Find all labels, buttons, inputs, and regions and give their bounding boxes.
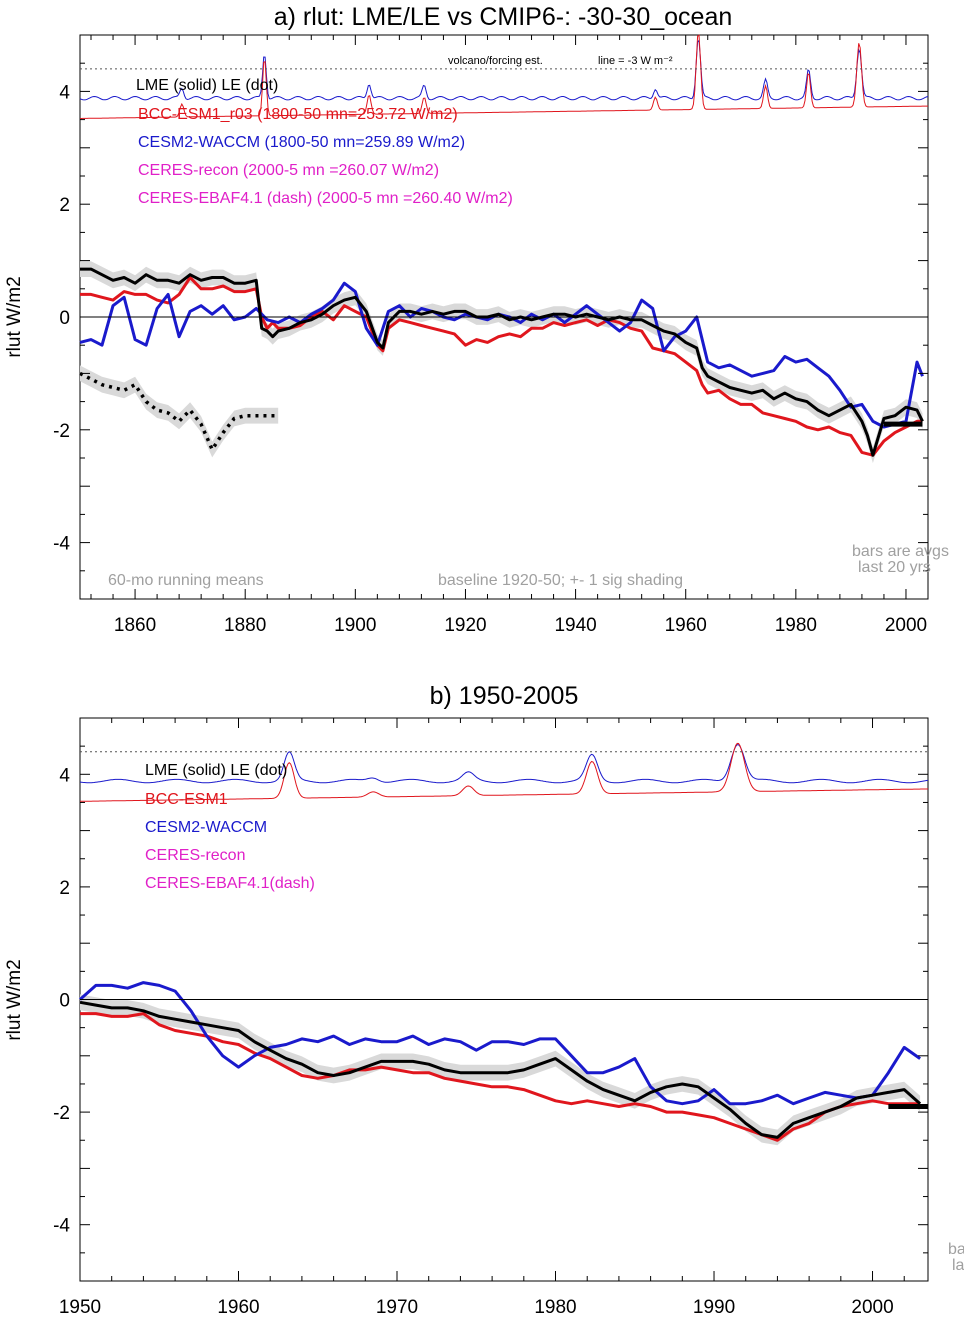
panel-a-ylabel: rlut W/m2	[4, 276, 25, 357]
a-series-0	[80, 267, 924, 457]
a-ytick-label: 2	[59, 195, 70, 216]
panel-a-volcano-curves	[79, 34, 929, 119]
panel-a-line-note: line = -3 W m⁻²	[598, 55, 673, 67]
b-series-2	[79, 981, 921, 1106]
b-volcano-curve-blue	[79, 744, 929, 784]
panel-b-footer-right-2: la	[952, 1257, 964, 1274]
a-volcano-curve-red	[80, 34, 928, 119]
b-xtick-label: 2000	[851, 1297, 893, 1318]
panel-a-series	[79, 267, 924, 457]
panel-a-footer-left: 60-mo running means	[108, 572, 264, 589]
panel-b-legend-ceres-ebaf: CERES-EBAF4.1(dash)	[145, 875, 315, 892]
panel-a-footer-right-2: last 20 yrs	[858, 559, 931, 576]
panel-a-title: a) rlut: LME/LE vs CMIP6-: -30-30_ocean	[274, 3, 733, 31]
a-shade-1	[80, 365, 279, 458]
b-xtick-label: 1960	[217, 1297, 259, 1318]
b-xtick-label: 1970	[376, 1297, 418, 1318]
a-xtick-label: 1900	[334, 615, 376, 636]
a-ytick-label: 4	[59, 82, 70, 103]
panel-b-title: b) 1950-2005	[430, 682, 579, 710]
panel-b: b) 1950-2005 -4 -2 0 2 4 1950 1960 1970 1980 1990…	[4, 682, 964, 1318]
b-series-1	[80, 1012, 921, 1142]
panel-a-legend-ceres-recon: CERES-recon (2000-5 mn =260.07 W/m2)	[138, 162, 439, 179]
panel-b-shading	[80, 994, 921, 1146]
panel-b-footer-right-1: ba	[948, 1241, 964, 1258]
a-xtick-label: 1920	[444, 615, 486, 636]
panel-a-footer-mid: baseline 1920-50; +- 1 sig shading	[438, 572, 683, 589]
panel-a-axes: -4 -2 0 2 4 1860 1880 1900 1920 1940 1960 1980 2000	[53, 34, 929, 636]
b-ytick-label: -2	[53, 1103, 70, 1124]
panel-b-legend: LME (solid) LE (dot) BCC-ESM1 CESM2-WACC…	[145, 762, 315, 892]
b-shade-0	[80, 994, 921, 1146]
panel-a-legend-cesm: CESM2-WACCM (1800-50 mn=259.89 W/m2)	[138, 134, 465, 151]
panel-b-ylabel: rlut W/m2	[4, 959, 25, 1040]
a-xtick-label: 1860	[114, 615, 156, 636]
panel-a: a) rlut: LME/LE vs CMIP6-: -30-30_ocean …	[4, 3, 949, 636]
panel-b-volcano-curves	[79, 742, 929, 802]
a-ytick-label: -4	[53, 534, 70, 555]
b-ytick-label: -4	[53, 1216, 70, 1237]
panel-a-volcano-note: volcano/forcing est.	[448, 55, 543, 67]
a-xtick-label: 1880	[224, 615, 266, 636]
panel-b-legend-ceres-recon: CERES-recon	[145, 847, 245, 864]
b-xtick-label: 1990	[693, 1297, 735, 1318]
b-ytick-label: 2	[59, 878, 70, 899]
b-xtick-label: 1950	[59, 1297, 101, 1318]
panel-a-legend-bcc: BCC-ESM1_r03 (1800-50 mn=253.72 W/m2)	[138, 106, 458, 123]
panel-b-axes: -4 -2 0 2 4 1950 1960 1970 1980 1990 2000	[53, 717, 928, 1318]
a-xtick-label: 1960	[665, 615, 707, 636]
panel-a-footer-right-1: bars are avgs	[852, 543, 949, 560]
b-volcano-curve-red	[80, 742, 929, 802]
panel-b-legend-lme: LME (solid) LE (dot)	[145, 762, 287, 779]
panel-a-legend-lme: LME (solid) LE (dot)	[136, 77, 278, 94]
a-xtick-label: 1980	[775, 615, 817, 636]
b-series-0	[79, 1000, 922, 1139]
a-ytick-label: 0	[59, 308, 70, 329]
a-xtick-label: 1940	[554, 615, 596, 636]
panel-a-legend-ceres-ebaf: CERES-EBAF4.1 (dash) (2000-5 mn =260.40 …	[138, 190, 513, 207]
a-xtick-label: 2000	[885, 615, 927, 636]
a-ytick-label: -2	[53, 421, 70, 442]
panel-b-legend-bcc: BCC-ESM1	[145, 791, 228, 808]
panel-b-series	[79, 981, 928, 1142]
panel-b-legend-cesm: CESM2-WACCM	[145, 819, 267, 836]
panel-a-legend: LME (solid) LE (dot) BCC-ESM1_r03 (1800-…	[136, 77, 513, 207]
b-xtick-label: 1980	[534, 1297, 576, 1318]
b-ytick-label: 0	[59, 991, 70, 1012]
a-volcano-curve-blue	[79, 39, 929, 101]
a-series-2	[80, 276, 923, 457]
b-ytick-label: 4	[59, 765, 70, 786]
